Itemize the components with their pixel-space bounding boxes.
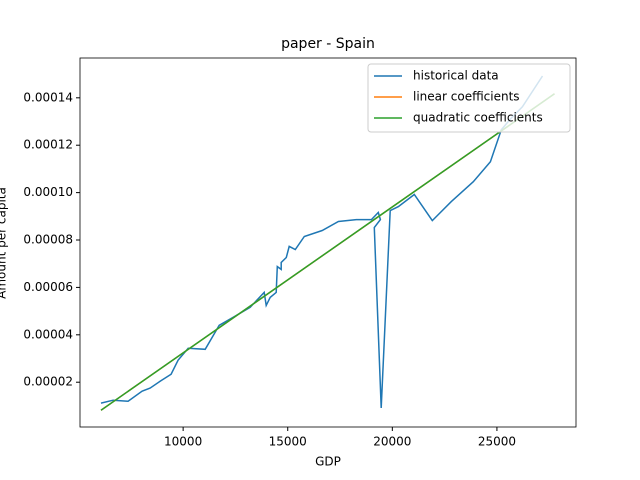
y-tick-label: 0.00012 [23,138,73,152]
y-tick-label: 0.00004 [23,327,73,341]
line-series [100,93,555,411]
legend-label: historical data [413,69,499,83]
legend-label: quadratic coefficients [413,111,543,125]
y-tick-label: 0.00006 [23,280,73,294]
x-tick-label: 20000 [373,435,411,449]
y-tick-label: 0.00014 [23,90,73,104]
y-tick-label: 0.00010 [23,185,73,199]
x-tick-label: 25000 [478,435,516,449]
x-axis-label: GDP [315,455,341,469]
y-axis-label: Amount per capita [0,187,9,299]
legend-label: linear coefficients [413,90,520,104]
chart-title: paper - Spain [281,36,375,52]
line-series [100,75,544,409]
x-tick-label: 15000 [269,435,307,449]
y-tick-label: 0.00002 [23,375,73,389]
legend-box [367,63,571,133]
x-tick-label: 10000 [164,435,202,449]
plot-frame [79,57,577,428]
y-tick-label: 0.00008 [23,233,73,247]
